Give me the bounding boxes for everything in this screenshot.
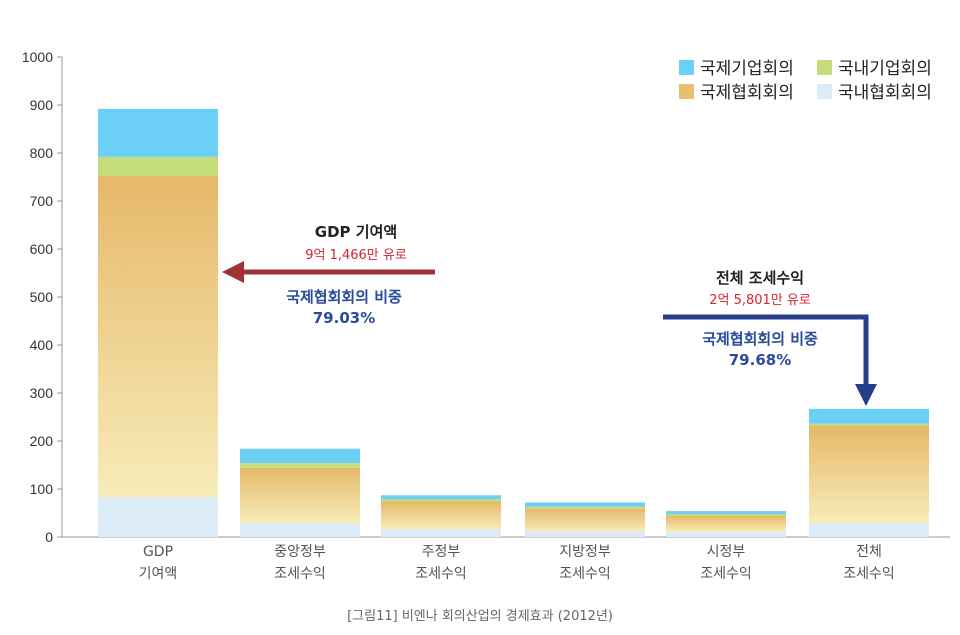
y-tick-label: 700 <box>30 193 54 209</box>
y-tick-label: 900 <box>30 97 54 113</box>
y-tick-label: 0 <box>45 529 53 545</box>
annotation-total-amount: 2억 5,801만 유로 <box>709 293 811 308</box>
annotation-total-share-value: 79.68% <box>729 351 791 369</box>
annotation-gdp: GDP 기여액 9억 1,466만 유로 국제협회회의 비중 79.03% <box>222 223 435 327</box>
bar-segment <box>809 408 929 424</box>
legend-label: 국내협회회의 <box>838 83 932 103</box>
x-tick-label: 주정부 <box>422 544 461 560</box>
x-tick-label: 조세수익 <box>559 566 611 582</box>
x-tick-label: 중앙정부 <box>274 544 326 560</box>
bar-segment <box>98 176 218 498</box>
legend-label: 국제협회회의 <box>700 83 794 103</box>
y-tick-label: 600 <box>30 241 54 257</box>
legend-label: 국제기업회의 <box>700 59 794 79</box>
bar-segment <box>240 448 360 464</box>
bar-segment <box>98 156 218 177</box>
bar-segment <box>381 529 501 537</box>
x-tick-label: 조세수익 <box>843 566 895 582</box>
bar-segment <box>809 423 929 426</box>
legend-swatch <box>817 84 832 99</box>
y-tick-label: 800 <box>30 145 54 161</box>
bar-segment <box>525 531 645 537</box>
bar-segment <box>240 467 360 524</box>
y-tick-label: 200 <box>30 433 54 449</box>
stacked-bar-chart: 0 100 200 300 400 500 600 700 800 900 1000 GDP 기여액 중… <box>22 49 950 582</box>
bars <box>98 108 929 537</box>
annotation-gdp-share-value: 79.03% <box>313 309 375 327</box>
y-tick-label: 500 <box>30 289 54 305</box>
annotation-total-arrow-head <box>855 384 877 406</box>
x-tick-label: 전체 <box>856 544 882 560</box>
figure-caption: [그림11] 비엔나 회의산업의 경제효과 (2012년) <box>347 609 613 624</box>
bar-segment <box>98 497 218 537</box>
annotation-total-arrow-line <box>663 314 869 387</box>
bar-segment <box>809 523 929 537</box>
annotation-gdp-arrow-head <box>222 261 244 283</box>
y-tick-label: 400 <box>30 337 54 353</box>
legend-swatch <box>679 60 694 75</box>
legend-label: 국내기업회의 <box>838 59 932 79</box>
bar-segment <box>525 508 645 532</box>
bar-segment <box>381 495 501 500</box>
annotation-gdp-share-label: 국제협회회의 비중 <box>286 288 402 306</box>
y-tick-label: 1000 <box>22 49 53 65</box>
annotation-gdp-amount: 9억 1,466만 유로 <box>305 248 407 263</box>
annotation-total-share-label: 국제협회회의 비중 <box>702 330 818 348</box>
bar-segment <box>809 425 929 524</box>
bar-segment <box>240 463 360 468</box>
bar-segment <box>666 511 786 514</box>
bar-segment <box>666 513 786 516</box>
bar-segment <box>666 531 786 537</box>
x-tick-label: 기여액 <box>139 566 178 582</box>
bar-segment <box>525 506 645 509</box>
annotation-total-title: 전체 조세수익 <box>716 269 804 287</box>
annotation-gdp-title: GDP 기여액 <box>315 223 397 241</box>
bar-segment <box>381 501 501 530</box>
legend-swatch <box>817 60 832 75</box>
bar-segment <box>240 523 360 537</box>
x-tick-label: GDP <box>143 544 173 560</box>
bar-segment <box>98 108 218 157</box>
x-tick-label: 조세수익 <box>415 566 467 582</box>
y-axis: 0 100 200 300 400 500 600 700 800 900 1000 <box>22 49 950 545</box>
x-tick-label: 시정부 <box>707 544 746 560</box>
legend-swatch <box>679 84 694 99</box>
x-tick-label: 지방정부 <box>559 544 611 560</box>
bar-segment <box>525 502 645 507</box>
bar-segment <box>381 499 501 502</box>
x-tick-label: 조세수익 <box>274 566 326 582</box>
bar-segment <box>666 515 786 532</box>
y-tick-label: 300 <box>30 385 54 401</box>
y-tick-label: 100 <box>30 481 54 497</box>
annotation-total: 전체 조세수익 2억 5,801만 유로 국제협회회의 비중 79.68% <box>663 269 877 406</box>
x-tick-label: 조세수익 <box>700 566 752 582</box>
